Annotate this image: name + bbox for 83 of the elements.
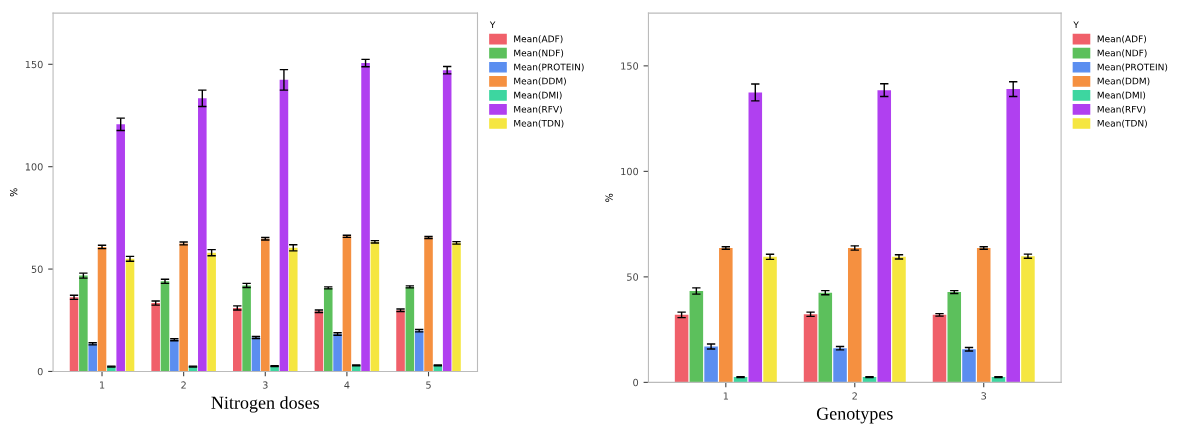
legend-label: Mean(DDM) xyxy=(514,77,566,86)
x-tick-label: 2 xyxy=(852,392,857,400)
bar xyxy=(947,292,962,383)
bar xyxy=(251,337,261,372)
y-tick-label: 0 xyxy=(37,367,43,376)
bar xyxy=(932,314,947,383)
legend-label: Mean(ADF) xyxy=(1097,35,1147,44)
bar xyxy=(288,247,298,372)
bar xyxy=(242,285,251,372)
bar xyxy=(260,238,270,372)
bar xyxy=(674,314,689,383)
bar xyxy=(361,63,370,372)
bar xyxy=(125,258,135,372)
bar xyxy=(160,281,170,372)
bar xyxy=(69,297,79,372)
bar xyxy=(79,275,88,372)
bar xyxy=(424,237,433,372)
x-tick-label: 3 xyxy=(262,381,268,389)
bar xyxy=(892,256,906,383)
legend-label: Mean(TDN) xyxy=(514,119,564,128)
legend-label: Mean(RFV) xyxy=(514,105,562,114)
bar xyxy=(976,247,991,383)
bar xyxy=(116,124,125,372)
legend-title: Y xyxy=(489,21,496,29)
legend-label: Mean(DMI) xyxy=(1097,91,1146,100)
legend-label: Mean(DDM) xyxy=(1097,77,1150,86)
y-tick-label: 100 xyxy=(621,167,639,176)
bar xyxy=(748,92,763,383)
legend-label: Mean(NDF) xyxy=(514,49,564,58)
bar xyxy=(198,98,207,372)
bar xyxy=(97,246,107,372)
bar xyxy=(323,287,333,372)
y-tick-label: 150 xyxy=(25,60,43,69)
bar xyxy=(1006,89,1020,383)
x-axis-title: Nitrogen doses xyxy=(211,396,320,413)
bar xyxy=(88,343,97,372)
bar xyxy=(207,252,216,372)
legend-label: Mean(NDF) xyxy=(1097,49,1147,58)
legend-label: Mean(PROTEIN) xyxy=(514,63,584,72)
y-tick-label: 50 xyxy=(31,265,43,273)
legend-label: Mean(DMI) xyxy=(514,91,562,100)
y-tick-label: 50 xyxy=(627,273,639,281)
bar xyxy=(396,310,405,372)
x-tick-label: 1 xyxy=(100,381,105,389)
bar xyxy=(848,247,862,383)
bar xyxy=(803,314,818,383)
x-tick-label: 5 xyxy=(426,381,431,389)
y-axis-title: % xyxy=(9,188,18,197)
legend-label: Mean(PROTEIN) xyxy=(1097,63,1168,72)
bar xyxy=(962,349,976,383)
x-axis-title: Genotypes xyxy=(816,407,893,424)
bar xyxy=(704,346,718,383)
x-tick-label: 4 xyxy=(344,381,350,389)
y-tick-label: 100 xyxy=(25,163,43,171)
bar xyxy=(342,236,352,372)
bar xyxy=(333,333,342,372)
y-tick-label: 0 xyxy=(633,378,639,387)
bar xyxy=(452,242,461,372)
bar xyxy=(763,256,777,383)
bar xyxy=(279,79,289,372)
bar xyxy=(151,303,160,372)
x-tick-label: 1 xyxy=(723,392,729,400)
legend-title: Y xyxy=(1073,21,1079,29)
legend-label: Mean(RFV) xyxy=(1097,105,1146,114)
bar xyxy=(818,292,833,383)
bar xyxy=(233,307,242,372)
legend-label: Mean(ADF) xyxy=(514,35,563,44)
bar xyxy=(405,286,415,372)
x-tick-label: 3 xyxy=(981,392,987,400)
bar xyxy=(877,90,892,383)
bar xyxy=(719,247,733,383)
bar xyxy=(833,348,847,383)
y-axis-title: % xyxy=(605,193,613,202)
bar xyxy=(170,339,179,372)
legend-label: Mean(TDN) xyxy=(1097,119,1147,128)
bar xyxy=(442,70,452,372)
bar xyxy=(314,311,324,372)
bar xyxy=(1021,256,1035,383)
bar xyxy=(179,243,188,372)
bar xyxy=(370,241,380,372)
bar xyxy=(689,291,704,383)
x-tick-label: 2 xyxy=(181,381,186,389)
y-tick-label: 150 xyxy=(621,62,639,70)
